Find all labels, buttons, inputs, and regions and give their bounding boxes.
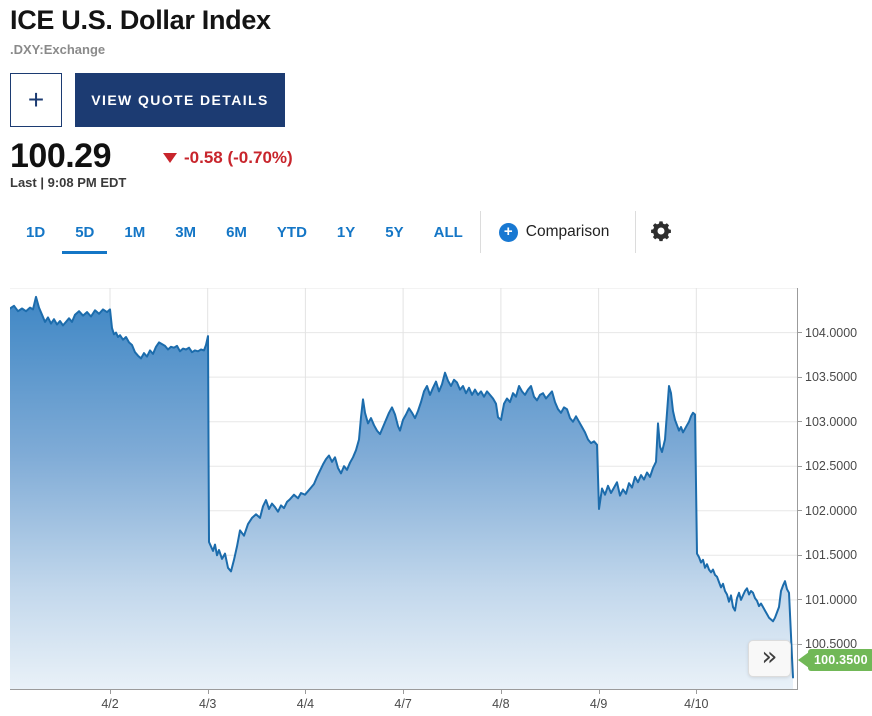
x-tick-label: 4/10 [684,697,709,711]
x-tick-label: 4/2 [101,697,119,711]
toolbar-divider [479,211,481,253]
y-axis-tick: 102.0000 [797,502,857,520]
tab-ytd[interactable]: YTD [276,223,307,241]
tab-5d[interactable]: 5D [62,223,108,254]
gear-icon [650,220,672,245]
chart-toolbar: 1D 5D 1M 3M 6M YTD 1Y 5Y ALL + Comparison [26,210,672,254]
y-tick-label: 102.5000 [805,459,858,474]
x-tick-label: 4/9 [589,697,608,711]
down-triangle-icon [163,153,177,163]
add-to-watchlist-button[interactable]: + [10,73,62,127]
x-tick-label: 4/8 [492,697,510,711]
last-price-badge: 100.3500 [798,648,872,671]
last-timestamp: Last | 9:08 PM EDT [10,175,127,190]
price-change: -0.58 (-0.70%) [163,148,293,168]
y-tick-label: 103.5000 [805,370,858,385]
tab-3m[interactable]: 3M [175,223,197,241]
x-tick-label: 4/7 [394,697,412,711]
comparison-button[interactable]: + Comparison [493,222,616,243]
x-axis-line [10,689,798,690]
symbol-label: .DXY:Exchange [10,42,106,57]
y-tick-label: 101.0000 [805,592,858,607]
y-tick-label: 102.0000 [805,503,858,518]
y-axis-line [797,288,798,690]
comparison-label: Comparison [525,223,610,240]
plus-icon: + [27,84,45,115]
tab-1y[interactable]: 1Y [336,223,356,241]
change-percent: (-0.70%) [227,148,293,167]
badge-value: 100.3500 [808,648,872,671]
y-tick-label: 101.5000 [805,548,858,563]
double-chevron-right-icon: » [761,642,778,672]
tab-1m[interactable]: 1M [124,223,146,241]
plot-layers [10,288,797,689]
y-axis-tick: 101.5000 [797,546,857,564]
tab-6m[interactable]: 6M [226,223,247,241]
price-chart[interactable] [10,288,797,689]
change-value: -0.58 [184,148,223,167]
badge-arrow-left-icon [798,651,809,668]
tab-5y[interactable]: 5Y [385,223,404,241]
expand-chart-button[interactable]: » [748,640,791,677]
area-fill [10,296,793,689]
plus-circle-icon: + [498,222,518,242]
page-title: ICE U.S. Dollar Index [10,5,271,35]
price-line [10,295,794,679]
y-axis-tick: 103.5000 [797,368,857,386]
x-tick-label: 4/3 [198,697,217,711]
y-tick-label: 104.0000 [805,325,858,340]
y-axis-tick: 101.0000 [797,591,857,609]
time-range-tabs: 1D 5D 1M 3M 6M YTD 1Y 5Y ALL [26,223,463,254]
tab-1d[interactable]: 1D [26,223,46,241]
y-axis-tick: 103.0000 [797,413,857,431]
view-quote-details-button[interactable]: VIEW QUOTE DETAILS [75,73,285,127]
last-price: 100.29 [10,137,112,175]
y-tick-label: 103.0000 [805,414,858,429]
chart-settings-button[interactable] [650,220,672,245]
tab-all[interactable]: ALL [433,223,463,241]
x-tick-label: 4/4 [296,697,315,711]
y-axis-tick: 102.5000 [797,457,857,475]
y-axis-tick: 104.0000 [797,324,857,342]
toolbar-divider [635,211,637,253]
